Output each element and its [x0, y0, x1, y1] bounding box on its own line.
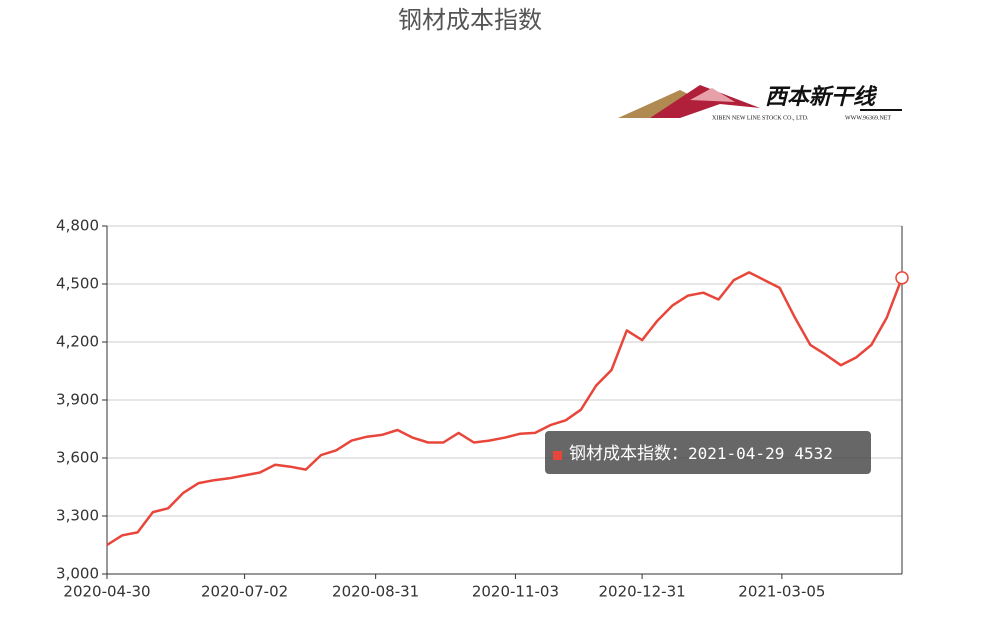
y-tick-label: 3,300 — [56, 507, 99, 525]
highlight-point — [895, 271, 909, 285]
logo-url: WWW.96369.NET — [845, 115, 891, 121]
logo: 西本新干线 XIBEN NEW LINE STOCK CO., LTD. WWW… — [618, 84, 902, 121]
tooltip-box — [545, 431, 871, 474]
y-tick-label: 3,900 — [56, 391, 99, 409]
line-series — [106, 271, 904, 547]
tooltip-date: 2021-04-29 — [688, 444, 784, 463]
tooltip: 钢材成本指数：2021-04-29 4532 — [545, 431, 871, 474]
x-tick-label: 2020-07-02 — [201, 583, 288, 601]
logo-mountain — [650, 85, 760, 118]
y-tick-label: 4,500 — [56, 275, 99, 293]
tooltip-value: 4532 — [794, 444, 833, 463]
tooltip-text: 钢材成本指数：2021-04-29 4532 — [569, 444, 833, 465]
y-tick-label: 4,200 — [56, 333, 99, 351]
logo-name: 西本新干线 — [765, 84, 878, 110]
logo-mountain — [690, 88, 735, 102]
x-tick-label: 2020-08-31 — [332, 583, 419, 601]
tooltip-label: 钢材成本指数： — [569, 444, 688, 464]
y-tick-label: 3,000 — [56, 565, 99, 583]
y-tick-label: 4,800 — [56, 217, 99, 235]
y-tick-label: 3,600 — [56, 449, 99, 467]
x-tick-label: 2021-03-05 — [738, 583, 825, 601]
tooltip-swatch — [553, 451, 562, 460]
x-tick-label: 2020-12-31 — [599, 583, 686, 601]
plot: 3,000 3,300 3,600 3,900 4,200 4,500 4,800 2020-… — [56, 217, 909, 601]
x-tick-label: 2020-11-03 — [472, 583, 559, 601]
logo-mountain — [618, 90, 700, 118]
chart-title: 钢材成本指数 — [398, 6, 542, 34]
logo-company: XIBEN NEW LINE STOCK CO., LTD. — [712, 115, 809, 121]
x-tick-label: 2020-04-30 — [63, 583, 150, 601]
